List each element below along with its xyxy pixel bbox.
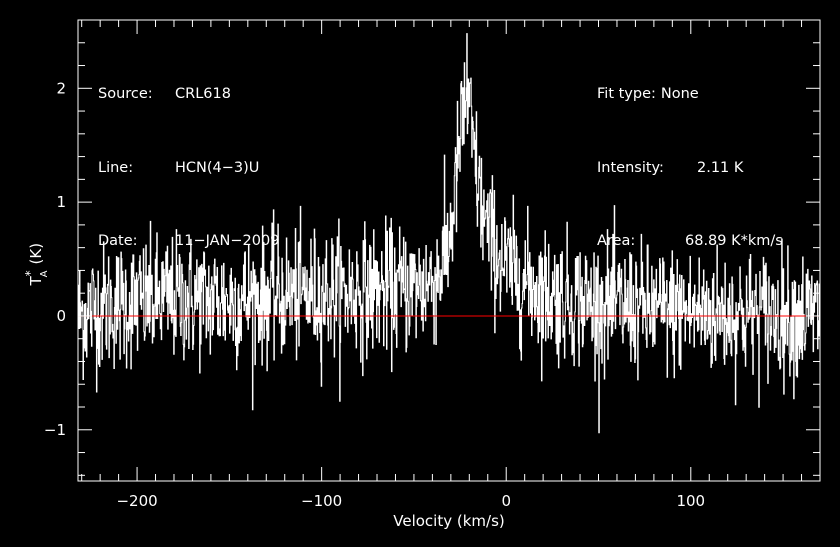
y-axis-label-main: T [27,276,45,287]
y-axis-label-superscript: * [23,270,37,276]
line-value: HCN(4−3)U [175,159,260,176]
y-tick-label: −1 [44,421,66,439]
y-tick-label: 0 [56,307,66,325]
source-label: Source: [98,86,153,102]
x-tick-label: 100 [676,492,705,510]
axis-tick-labels: −200 −100 0 100 −1 0 1 2 [44,79,705,510]
date-label: Date: [98,233,138,249]
source-row: Source: CRL618 [98,82,279,107]
x-tick-label: −100 [301,492,342,510]
plot-frame [77,19,821,482]
fit-type-row: Fit type: None [597,82,783,107]
y-tick-label: 2 [56,79,66,97]
intensity-label: Intensity: [597,159,664,176]
fit-type-label: Fit type: [597,86,656,102]
source-value: CRL618 [175,86,231,102]
observation-info: Source: CRL618 Line: HCN(4−3)U Date: 11−… [98,33,279,278]
area-label: Area: [597,233,636,249]
intensity-value: 2.11 K [697,159,744,176]
spectrum-line [78,33,821,434]
intensity-row: Intensity: 2.11 K [597,156,783,181]
date-row: Date: 11−JAN−2009 [98,229,279,254]
x-axis-label: Velocity (km/s) [393,512,504,530]
y-axis-label-subscript: A [39,270,50,277]
fit-info: Fit type: None Intensity: 2.11 K Area: 6… [597,33,783,278]
y-axis-label: T* A (K) [23,243,50,287]
y-tick-label: 1 [56,193,66,211]
area-row: Area: 68.89 K*km/s [597,229,783,254]
axis-ticks [78,19,821,481]
x-tick-label: 0 [501,492,511,510]
x-tick-label: −200 [116,492,157,510]
line-row: Line: HCN(4−3)U [98,156,279,181]
date-value: 11−JAN−2009 [175,233,280,249]
line-label: Line: [98,159,134,176]
y-axis-label-unit: (K) [27,243,45,265]
spectrum-series [78,33,821,434]
area-value: 68.89 K*km/s [685,233,783,249]
fit-type-value: None [660,86,699,102]
